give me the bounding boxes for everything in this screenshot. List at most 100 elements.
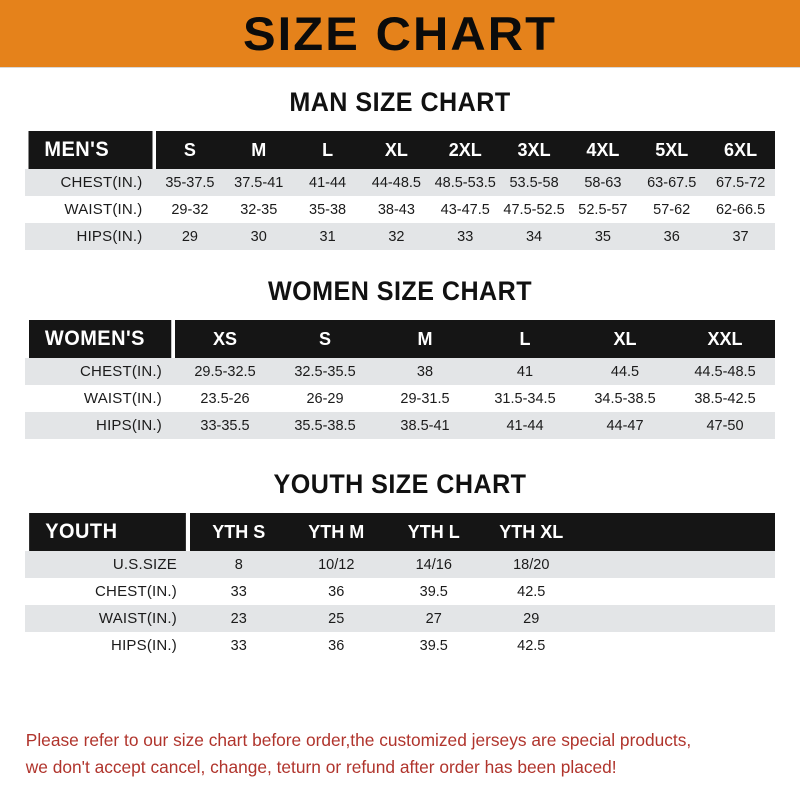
women-col-header: XS [175, 320, 275, 358]
table-cell: 39.5 [385, 578, 483, 605]
youth-col-header: YTH XL [482, 513, 580, 551]
table-cell: 35-37.5 [155, 169, 225, 196]
table-cell: 29.5-32.5 [175, 358, 275, 385]
table-cell [580, 632, 678, 659]
youth-col-header [677, 513, 775, 551]
table-cell [677, 632, 775, 659]
table-cell: 23 [190, 605, 288, 632]
youth-col-header [580, 513, 678, 551]
women-col-header: S [275, 320, 375, 358]
table-cell: 8 [190, 551, 288, 578]
table-cell: 44-47 [575, 412, 675, 439]
table-cell: 37 [706, 223, 775, 250]
table-cell: 32-35 [224, 196, 294, 223]
table-row: HIPS(IN.) 33-35.5 35.5-38.5 38.5-41 41-4… [25, 412, 775, 439]
row-label: HIPS(IN.) [25, 223, 156, 250]
table-cell: 41-44 [475, 412, 575, 439]
table-cell: 63-67.5 [637, 169, 707, 196]
row-label: HIPS(IN.) [25, 412, 175, 439]
table-cell: 18/20 [482, 551, 580, 578]
table-row: HIPS(IN.) 29 30 31 32 33 34 35 36 37 [25, 223, 775, 250]
men-col-header: 4XL [568, 131, 638, 169]
table-cell: 14/16 [385, 551, 483, 578]
table-row: CHEST(IN.) 35-37.5 37.5-41 41-44 44-48.5… [25, 169, 775, 196]
table-row: CHEST(IN.) 33 36 39.5 42.5 [25, 578, 775, 605]
table-cell: 35.5-38.5 [275, 412, 375, 439]
table-cell: 44.5-48.5 [675, 358, 775, 385]
youth-section-title: YOUTH SIZE CHART [273, 469, 527, 499]
table-cell: 33 [190, 632, 288, 659]
table-cell: 35-38 [293, 196, 362, 223]
women-col-header: M [375, 320, 475, 358]
men-col-header: 3XL [499, 131, 569, 169]
men-col-header: 6XL [706, 131, 775, 169]
table-cell: 38.5-42.5 [675, 385, 775, 412]
women-section-title: WOMEN SIZE CHART [267, 276, 533, 306]
table-cell: 52.5-57 [568, 196, 638, 223]
table-cell: 36 [637, 223, 707, 250]
row-label: WAIST(IN.) [25, 605, 190, 632]
table-cell: 41 [475, 358, 575, 385]
table-cell [677, 551, 775, 578]
youth-table-header-row: YOUTH YTH S YTH M YTH L YTH XL [25, 513, 775, 551]
order-policy-note-line2: we don't accept cancel, change, teturn o… [25, 757, 617, 777]
man-section-title: MAN SIZE CHART [289, 87, 511, 117]
table-cell: 33-35.5 [175, 412, 275, 439]
row-label: CHEST(IN.) [25, 169, 156, 196]
youth-size-table-wrap: YOUTH YTH S YTH M YTH L YTH XL U.S.SIZE … [25, 513, 775, 659]
table-cell: 38 [375, 358, 475, 385]
table-cell: 42.5 [482, 632, 580, 659]
men-col-header: L [293, 131, 362, 169]
women-col-header: XXL [675, 320, 775, 358]
men-table-header-row: MEN'S S M L XL 2XL 3XL 4XL 5XL 6XL [25, 131, 775, 169]
men-size-table-wrap: MEN'S S M L XL 2XL 3XL 4XL 5XL 6XL CHEST… [25, 131, 775, 250]
table-cell [677, 605, 775, 632]
women-size-table: WOMEN'S XS S M L XL XXL CHEST(IN.) 29.5-… [25, 320, 775, 439]
table-cell: 31.5-34.5 [475, 385, 575, 412]
table-cell: 10/12 [287, 551, 385, 578]
youth-col-header: YTH S [190, 513, 288, 551]
table-row: WAIST(IN.) 29-32 32-35 35-38 38-43 43-47… [25, 196, 775, 223]
men-col-header: S [155, 131, 225, 169]
table-row: WAIST(IN.) 23 25 27 29 [25, 605, 775, 632]
table-cell: 47.5-52.5 [499, 196, 569, 223]
table-cell: 33 [430, 223, 500, 250]
row-label: CHEST(IN.) [25, 358, 175, 385]
table-cell: 38-43 [361, 196, 431, 223]
table-cell: 44.5 [575, 358, 675, 385]
table-cell [580, 551, 678, 578]
table-row: U.S.SIZE 8 10/12 14/16 18/20 [25, 551, 775, 578]
page-banner: SIZE CHART [0, 0, 800, 68]
table-cell [580, 578, 678, 605]
youth-size-table: YOUTH YTH S YTH M YTH L YTH XL U.S.SIZE … [25, 513, 775, 659]
table-cell: 36 [287, 632, 385, 659]
table-cell: 32 [361, 223, 431, 250]
table-cell: 26-29 [275, 385, 375, 412]
row-label: WAIST(IN.) [25, 385, 175, 412]
women-table-label: WOMEN'S [28, 320, 172, 358]
table-cell: 67.5-72 [706, 169, 775, 196]
table-cell: 39.5 [385, 632, 483, 659]
youth-table-label: YOUTH [29, 513, 186, 551]
table-cell [580, 605, 678, 632]
women-col-header: XL [575, 320, 675, 358]
row-label: CHEST(IN.) [25, 578, 190, 605]
table-cell: 30 [224, 223, 294, 250]
table-row: WAIST(IN.) 23.5-26 26-29 29-31.5 31.5-34… [25, 385, 775, 412]
table-row: HIPS(IN.) 33 36 39.5 42.5 [25, 632, 775, 659]
men-col-header: 5XL [637, 131, 707, 169]
order-policy-note-line1: Please refer to our size chart before or… [25, 730, 692, 750]
youth-col-header: YTH L [385, 513, 483, 551]
table-cell: 62-66.5 [706, 196, 775, 223]
table-cell: 38.5-41 [375, 412, 475, 439]
men-col-header: XL [361, 131, 431, 169]
page-title: SIZE CHART [242, 7, 558, 60]
women-table-header-row: WOMEN'S XS S M L XL XXL [25, 320, 775, 358]
row-label: WAIST(IN.) [25, 196, 156, 223]
table-cell: 42.5 [482, 578, 580, 605]
order-policy-note: Please refer to our size chart before or… [4, 727, 796, 781]
table-cell: 25 [287, 605, 385, 632]
table-cell: 29-32 [155, 196, 225, 223]
table-cell: 33 [190, 578, 288, 605]
